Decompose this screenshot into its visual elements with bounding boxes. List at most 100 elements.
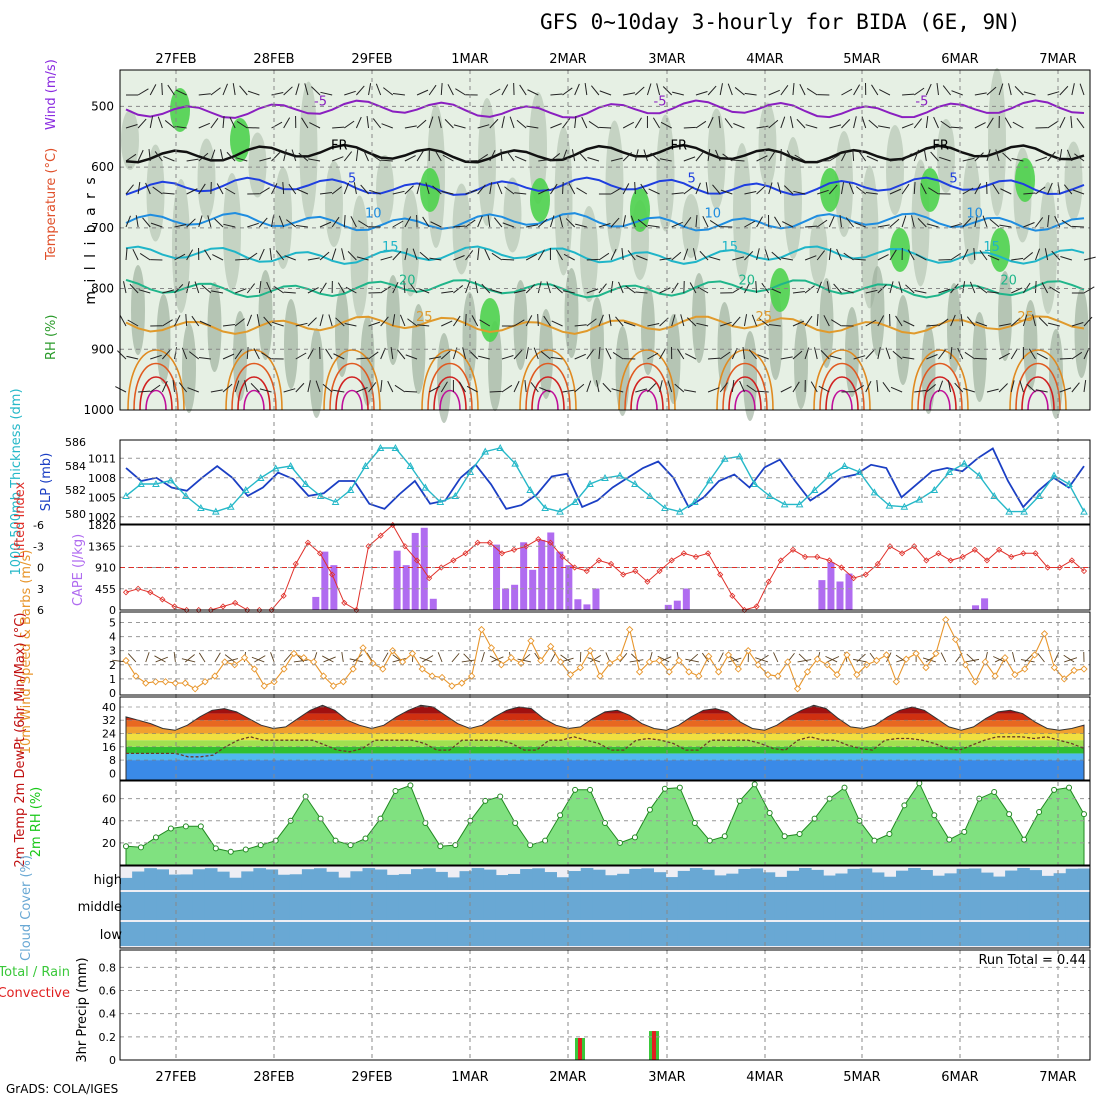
wind-barb bbox=[680, 314, 685, 327]
lifted-point bbox=[377, 532, 384, 539]
rh-fill-band bbox=[452, 183, 471, 275]
wind-barb bbox=[416, 182, 421, 195]
wind-barb bbox=[331, 216, 340, 228]
dewpt-series-line bbox=[126, 736, 1085, 758]
rh-point bbox=[377, 815, 384, 822]
precip-tick: 0.4 bbox=[99, 1008, 117, 1021]
isotherm-20 bbox=[125, 278, 1085, 299]
wind-barb bbox=[360, 184, 369, 195]
wind-barb bbox=[283, 117, 291, 129]
wind10m-barb bbox=[463, 653, 472, 663]
cloud-high-cell bbox=[568, 871, 582, 890]
wind-barb bbox=[1047, 151, 1056, 162]
wind-barb bbox=[727, 83, 733, 96]
wind-barb bbox=[878, 125, 891, 129]
wind-speed-point bbox=[922, 663, 930, 672]
wind-barb bbox=[623, 92, 636, 96]
lifted-point bbox=[450, 557, 457, 564]
wind-barb bbox=[271, 92, 284, 96]
cape-bar bbox=[429, 598, 437, 610]
cloud-middle-cell bbox=[508, 892, 521, 920]
wind-barb bbox=[1047, 215, 1050, 228]
wind10m-barb bbox=[254, 655, 266, 663]
lifted-point bbox=[486, 539, 493, 546]
isotherm-label: 10 bbox=[365, 207, 382, 222]
cloud-high-cell bbox=[532, 868, 545, 890]
wind-barb bbox=[429, 356, 442, 360]
wind-barb bbox=[998, 352, 1010, 360]
cloud-low-cell bbox=[823, 922, 836, 946]
pressure-tick-label: 1000 bbox=[83, 403, 114, 417]
cape-bar bbox=[583, 604, 591, 610]
rh-point bbox=[841, 784, 848, 791]
wind10m-barb bbox=[685, 658, 699, 663]
cloud-middle-cell bbox=[799, 892, 812, 920]
wind-barb bbox=[282, 181, 285, 195]
temp-color-band bbox=[126, 746, 1084, 754]
wind-barb bbox=[913, 181, 916, 195]
date-label-bottom: 7MAR bbox=[1039, 1070, 1076, 1085]
warm-loop bbox=[813, 349, 871, 411]
wind-barb bbox=[720, 189, 733, 195]
wind-barb bbox=[816, 219, 828, 228]
cloud-high-cell bbox=[580, 868, 594, 890]
wind-barb bbox=[562, 181, 564, 195]
wind10m-barb bbox=[517, 658, 532, 663]
wind-barb bbox=[1083, 380, 1087, 393]
wind-speed-point bbox=[961, 661, 970, 669]
wind10m-barb bbox=[224, 654, 235, 663]
wind-speed-point bbox=[250, 665, 259, 673]
cloud-middle-cell bbox=[435, 892, 448, 920]
rh-point bbox=[931, 812, 938, 819]
wind-barb bbox=[974, 122, 986, 129]
wind-speed-point bbox=[181, 679, 189, 687]
isotherm-label: FR bbox=[932, 139, 949, 154]
wind-barb bbox=[259, 217, 268, 228]
wind-barb bbox=[123, 281, 127, 294]
wind-barb bbox=[781, 257, 794, 261]
isotherm-label: FR bbox=[671, 139, 688, 154]
cloud-middle-cell bbox=[447, 892, 460, 920]
date-label-top: 29FEB bbox=[351, 52, 392, 67]
wind-barb bbox=[636, 255, 648, 261]
wind-barb bbox=[501, 84, 509, 96]
wind-barb bbox=[574, 353, 586, 360]
rh-point bbox=[1036, 808, 1043, 815]
wind-barb bbox=[332, 126, 345, 129]
wind-barb bbox=[848, 182, 855, 195]
wind-speed-point bbox=[458, 679, 466, 687]
wind-barb bbox=[889, 281, 894, 294]
wind-barb bbox=[974, 215, 978, 228]
wind-barb bbox=[526, 224, 539, 228]
wind-speed-point bbox=[675, 656, 683, 665]
temp-color-band bbox=[126, 720, 1084, 727]
wind-barb bbox=[432, 185, 442, 195]
precip-convective-bar bbox=[578, 1038, 582, 1060]
rh-fill-band bbox=[564, 268, 579, 358]
wind-barb bbox=[950, 314, 956, 327]
thickness-point bbox=[930, 485, 939, 493]
date-label-bottom: 4MAR bbox=[746, 1070, 783, 1085]
cloud-middle-cell bbox=[702, 892, 715, 920]
wind-barb bbox=[135, 215, 139, 228]
wind-barb bbox=[484, 248, 491, 261]
wind10m-barb bbox=[382, 652, 389, 663]
wind-tick: 0 bbox=[109, 687, 116, 700]
cloud-low-cell bbox=[908, 922, 921, 946]
lifted-point bbox=[547, 539, 554, 546]
wind-barb bbox=[852, 148, 855, 162]
wind-barb bbox=[304, 83, 309, 96]
rh-point bbox=[676, 784, 683, 791]
wind10m-barb bbox=[461, 659, 476, 663]
wind-barb bbox=[895, 315, 903, 327]
wind-speed-point bbox=[951, 635, 960, 644]
wind-barb bbox=[982, 215, 988, 228]
wind-speed-point bbox=[240, 654, 249, 662]
wind10m-barb bbox=[322, 655, 334, 663]
wind-barb bbox=[174, 224, 187, 228]
wind-barb bbox=[568, 183, 576, 195]
wind-barb bbox=[331, 186, 342, 195]
wind-barb bbox=[307, 317, 317, 327]
cloud-middle-cell bbox=[544, 892, 557, 920]
date-label-top: 7MAR bbox=[1039, 52, 1076, 67]
